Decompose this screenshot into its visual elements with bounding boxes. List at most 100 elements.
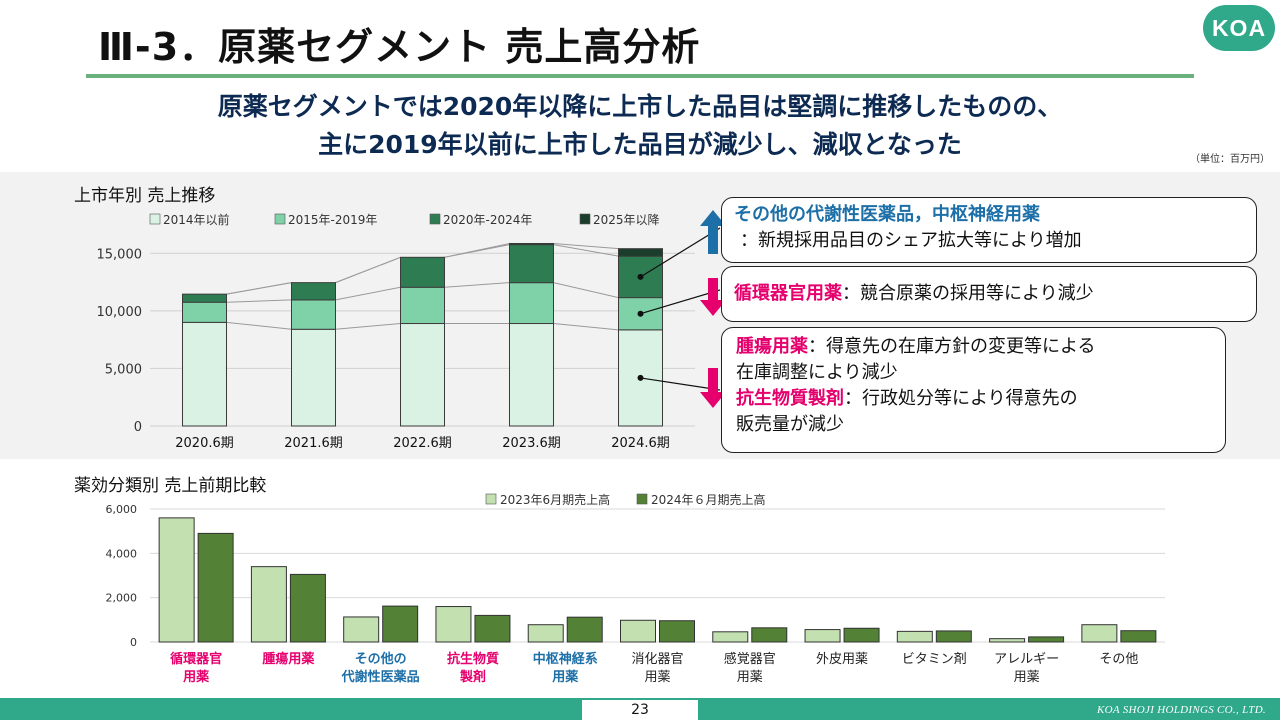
callout-tumor-title: 腫瘍用薬 [736, 336, 808, 357]
bar-segment [401, 287, 445, 323]
bar [752, 628, 787, 642]
unit-label: （単位：百万円） [1190, 150, 1270, 165]
bar-segment [183, 322, 227, 426]
callout-tumor-text-a: ：得意先の在庫方針の変更等による [808, 336, 1095, 357]
legend-swatch [580, 214, 590, 224]
callout-increase: その他の代謝性医薬品，中枢神経用薬 ：新規採用品目のシェア拡大等により増加 [721, 197, 1257, 263]
y-tick-label: 5,000 [105, 362, 142, 377]
bar [990, 639, 1025, 642]
series-connector-line [336, 257, 401, 282]
bar [713, 632, 748, 642]
bar [844, 628, 879, 642]
x-tick-label: 外皮用薬 [816, 652, 868, 667]
bar-segment [619, 249, 663, 256]
x-tick-label: 用薬 [1014, 670, 1040, 685]
callout-leader-dot [638, 375, 644, 381]
bar [383, 606, 418, 642]
bar [1029, 637, 1064, 642]
y-tick-label: 2,000 [106, 592, 138, 605]
callout-circulatory-text: ：競合原薬の採用等により減少 [842, 283, 1094, 304]
bar-segment [292, 300, 336, 329]
bar [1121, 631, 1156, 642]
series-connector-line [336, 324, 401, 330]
callout-tumor-antibiotic: 腫瘍用薬：得意先の在庫方針の変更等による 在庫調整により減少 抗生物質製剤：行政… [721, 327, 1226, 453]
title-underline [86, 74, 1194, 78]
callout-tumor-text-b: 在庫調整により減少 [736, 360, 1225, 386]
legend-label: 2020年-2024年 [443, 213, 532, 227]
y-tick-label: 15,000 [97, 247, 143, 262]
bar-segment [401, 324, 445, 426]
callout-antibiotic-text-b: 販売量が減少 [736, 412, 1225, 438]
x-tick-label: その他の [355, 651, 407, 667]
bar [660, 621, 695, 642]
bar-segment [510, 283, 554, 324]
bar-segment [183, 294, 227, 302]
y-tick-label: 0 [134, 420, 142, 435]
legend-swatch [637, 494, 647, 504]
x-tick-label: 腫瘍用薬 [262, 651, 315, 667]
callout-circulatory: 循環器官用薬：競合原薬の採用等により減少 [721, 266, 1257, 322]
x-tick-label: 2023.6期 [502, 436, 561, 451]
callout-antibiotic-title: 抗生物質製剤 [736, 388, 844, 409]
series-connector-line [554, 283, 619, 298]
x-tick-label: 用薬 [551, 669, 579, 685]
x-tick-label: 抗生物質 [447, 651, 499, 667]
company-name: KOA SHOJI HOLDINGS CO., LTD. [1097, 700, 1266, 720]
series-connector-line [227, 283, 292, 295]
x-tick-label: 2020.6期 [175, 436, 234, 451]
x-tick-label: 用薬 [182, 669, 210, 685]
legend-label: 2014年以前 [163, 212, 230, 227]
bar-segment [292, 329, 336, 426]
x-tick-label: 消化器官 [631, 651, 683, 667]
headline-line-2: 主に2019年以前に上市した品目が減少し、減収となった [0, 126, 1280, 164]
legend-label: 2024年６月期売上高 [651, 492, 766, 507]
grouped-bar-chart: 0 2,000 4,000 6,000 2023年6月期売上高 2024年６月期売上高循環… [0, 488, 1280, 688]
x-tick-label: 感覚器官 [724, 651, 776, 667]
bar-segment [401, 257, 445, 287]
bar-segment [183, 302, 227, 322]
bar [290, 574, 325, 642]
bar [897, 631, 932, 642]
bar [528, 625, 563, 642]
legend-label: 2015年-2019年 [288, 213, 377, 227]
x-tick-label: 2024.6期 [611, 436, 670, 451]
y-tick-label: 0 [130, 636, 137, 649]
stacked-bar-chart: 0 5,000 10,000 15,000 2014年以前 2015年-2019年 2020… [0, 170, 720, 460]
y-tick-label: 10,000 [97, 305, 143, 320]
bar [805, 630, 840, 642]
series-connector-line [445, 243, 510, 257]
page-number: 23 [582, 700, 698, 720]
callout-increase-text: ：新規採用品目のシェア拡大等により増加 [734, 228, 1256, 254]
x-tick-label: ビタミン剤 [902, 651, 967, 667]
series-connector-line [445, 283, 510, 288]
x-tick-label: 用薬 [644, 670, 670, 685]
bar-segment [510, 324, 554, 426]
bar [344, 617, 379, 642]
legend-label: 2023年6月期売上高 [500, 492, 610, 507]
x-tick-label: アレルギー [994, 652, 1059, 667]
legend-swatch [150, 214, 160, 224]
bar [198, 533, 233, 642]
bar [251, 567, 286, 642]
x-tick-label: 製剤 [459, 669, 486, 685]
x-tick-label: 2021.6期 [284, 436, 343, 451]
headline: 原薬セグメントでは2020年以降に上市した品目は堅調に推移したものの、 主に20… [0, 88, 1280, 164]
bar [159, 518, 194, 642]
y-tick-label: 4,000 [106, 547, 138, 560]
y-tick-label: 6,000 [106, 503, 138, 516]
headline-line-1: 原薬セグメントでは2020年以降に上市した品目は堅調に推移したものの、 [0, 88, 1280, 126]
bar [475, 615, 510, 642]
callout-increase-title: その他の代謝性医薬品，中枢神経用薬 [734, 202, 1256, 228]
bar [936, 631, 971, 642]
bar [436, 607, 471, 642]
series-connector-line [554, 324, 619, 330]
bar-segment [292, 283, 336, 300]
koa-logo: KOA [1203, 5, 1275, 51]
legend-label: 2025年以降 [593, 213, 660, 227]
callout-circulatory-title: 循環器官用薬 [734, 283, 842, 304]
legend-swatch [430, 214, 440, 224]
legend-swatch [486, 494, 496, 504]
callout-leader-dot [638, 311, 644, 317]
x-tick-label: 循環器官 [170, 651, 222, 667]
bar-segment [510, 243, 554, 244]
